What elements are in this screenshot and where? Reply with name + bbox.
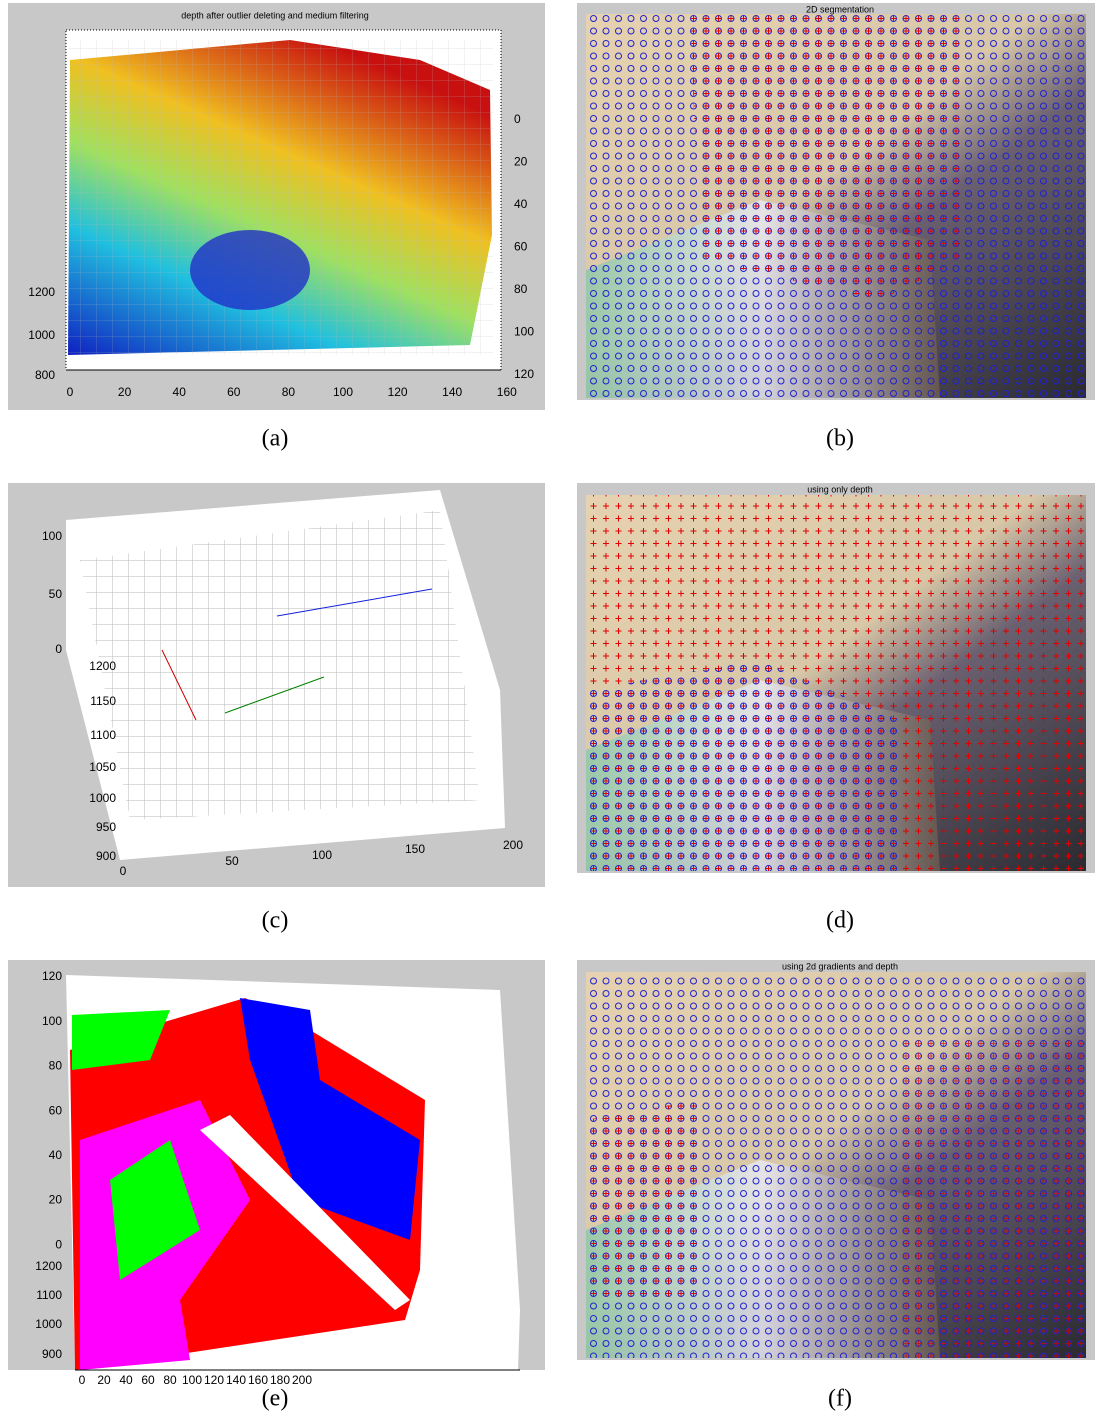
tick-label: 40 (49, 1148, 63, 1162)
tick-label: 100 (312, 848, 332, 862)
tick-label: 20 (97, 1373, 111, 1387)
tick-label: 60 (227, 385, 241, 399)
tick-label: 80 (49, 1059, 63, 1073)
tick-label: 0 (120, 864, 127, 878)
tick-label: 120 (388, 385, 408, 399)
caption: (a) (262, 426, 289, 452)
cluster (80, 1300, 190, 1370)
tick-label: 800 (35, 368, 55, 382)
panel-title: 2D segmentation (806, 4, 874, 14)
tick-label: 60 (141, 1373, 155, 1387)
tick-label: 120 (42, 969, 62, 983)
tick-label: 900 (96, 849, 116, 863)
tick-label: 20 (514, 155, 528, 169)
tick-label: 1100 (36, 1288, 62, 1302)
mesh (68, 40, 493, 355)
tick-label: 80 (514, 282, 528, 296)
mesh (80, 510, 480, 820)
tick-label: 100 (42, 1014, 62, 1028)
tick-label: 160 (497, 385, 517, 399)
tick-label: 120 (204, 1373, 224, 1387)
tick-label: 40 (119, 1373, 133, 1387)
blob (190, 230, 310, 310)
tick-label: 60 (514, 240, 528, 254)
tick-label: 1000 (89, 791, 116, 805)
tick-label: 40 (173, 385, 187, 399)
caption: (c) (262, 908, 289, 934)
tick-label: 0 (79, 1373, 86, 1387)
tick-label: 100 (333, 385, 353, 399)
tick-label: 1200 (89, 659, 116, 673)
tick-label: 1100 (90, 728, 116, 742)
photo-d (577, 483, 1095, 873)
tick-label: 1150 (90, 694, 116, 708)
tick-label: 0 (514, 112, 521, 126)
panel-title: using only depth (807, 484, 873, 494)
tick-label: 40 (514, 197, 528, 211)
tick-label: 80 (163, 1373, 177, 1387)
panel-title: depth after outlier deleting and medium … (181, 10, 369, 20)
tick-label: 1000 (28, 328, 55, 342)
tick-label: 180 (270, 1373, 290, 1387)
panel-title: using 2d gradients and depth (782, 961, 898, 971)
tick-label: 200 (292, 1373, 312, 1387)
tick-label: 1000 (35, 1317, 62, 1331)
photo-b (577, 3, 1095, 400)
tick-label: 1200 (28, 285, 55, 299)
caption: (d) (826, 908, 854, 934)
tick-label: 0 (67, 385, 74, 399)
tick-label: 140 (226, 1373, 246, 1387)
tick-label: 50 (225, 854, 239, 868)
tick-label: 0 (55, 642, 62, 656)
tick-label: 200 (503, 838, 523, 852)
caption: (b) (826, 426, 854, 452)
tick-label: 140 (442, 385, 462, 399)
figure: (a) depth after outlier deleting and medi… (0, 0, 1105, 1418)
photo-f (577, 960, 1095, 1360)
tick-label: 50 (49, 587, 63, 601)
tick-label: 1200 (35, 1259, 62, 1273)
tick-label: 20 (118, 385, 132, 399)
tick-label: 160 (248, 1373, 268, 1387)
tick-label: 20 (49, 1193, 63, 1207)
tick-label: 60 (49, 1103, 63, 1117)
tick-label: 100 (182, 1373, 202, 1387)
tick-label: 80 (282, 385, 296, 399)
tick-label: 100 (514, 325, 534, 339)
caption: (e) (262, 1386, 289, 1412)
tick-label: 120 (514, 367, 534, 381)
tick-label: 150 (405, 842, 425, 856)
tick-label: 0 (55, 1237, 62, 1251)
tick-label: 1050 (89, 760, 116, 774)
tick-label: 900 (42, 1347, 62, 1361)
caption: (f) (828, 1386, 852, 1412)
tick-label: 100 (42, 529, 62, 543)
tick-label: 950 (96, 820, 116, 834)
